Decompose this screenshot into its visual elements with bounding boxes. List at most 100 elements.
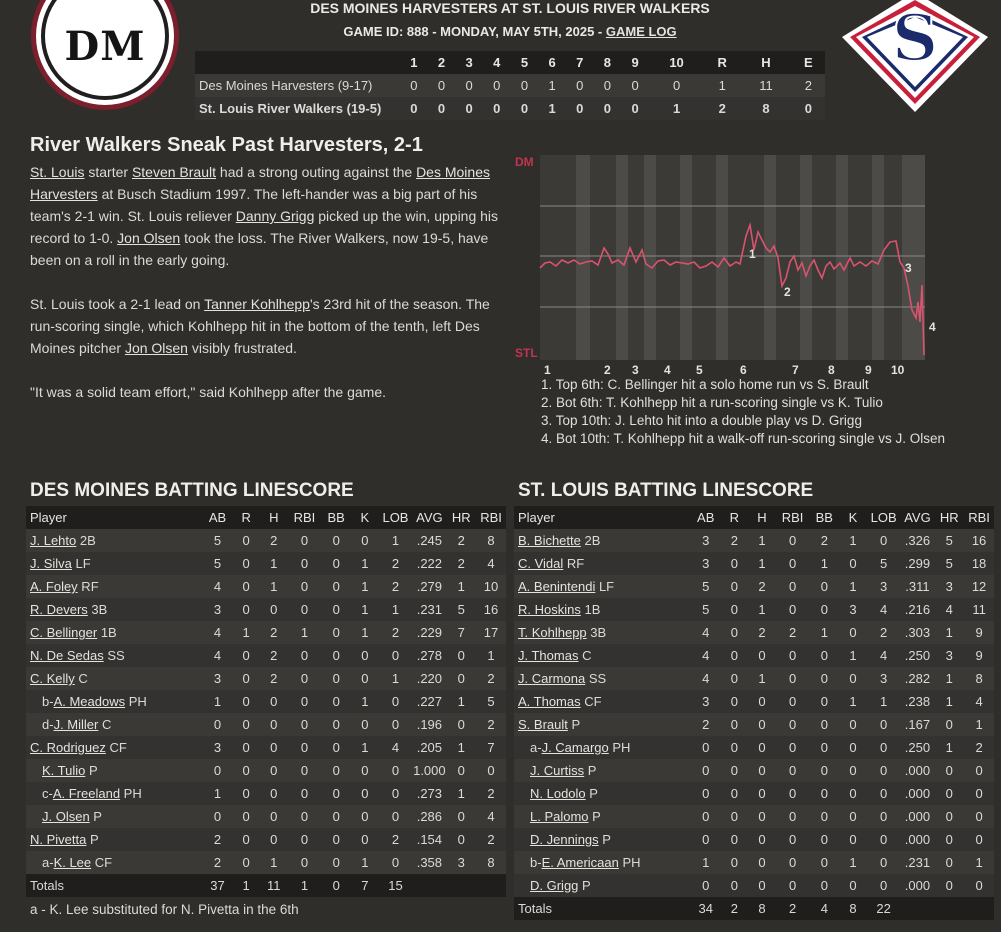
player-link[interactable]: A. Freeland (52, 786, 121, 801)
player-link[interactable]: C. Vidal (518, 556, 564, 571)
stl-stat-cell: 0 (934, 759, 965, 782)
linescore-cell: 1 (538, 97, 566, 120)
player-link[interactable]: A. Thomas (518, 694, 581, 709)
article-link[interactable]: Jon Olsen (117, 230, 181, 246)
dm-stat-cell: 0 (446, 759, 477, 782)
player-link[interactable]: R. Devers (30, 602, 88, 617)
stl-stat-cell: 0 (775, 759, 810, 782)
dm-stat-cell: 4 (202, 644, 233, 667)
stl-player-row: A. Thomas CF 3 0 0 0 0 1 1.238 1 4 (514, 690, 994, 713)
stl-stat-cell: 0 (748, 736, 776, 759)
dm-stat-cell: 0 (259, 759, 288, 782)
stl-player-row: a-J. Camargo PH 0 0 0 0 0 0 0.250 1 2 (514, 736, 994, 759)
article-link[interactable]: Danny Grigg (235, 208, 315, 224)
player-link[interactable]: J. Olsen (42, 809, 90, 824)
article-link[interactable]: Jon Olsen (124, 340, 188, 356)
player-link[interactable]: J. Miller (53, 717, 99, 732)
player-link[interactable]: J. Silva (30, 556, 72, 571)
dm-stat-cell: 0 (446, 828, 477, 851)
player-link[interactable]: R. Hoskins (518, 602, 581, 617)
player-link[interactable]: E. Americaan (541, 855, 619, 870)
player-position: PH (120, 786, 142, 801)
dm-stat-cell: 1 (351, 690, 379, 713)
dm-player-row: a-K. Lee CF 2 0 1 0 0 1 0.358 3 8 (26, 851, 506, 874)
game-log-link[interactable]: GAME LOG (605, 24, 677, 39)
stl-stat-cell: 5 (934, 552, 965, 575)
dm-stat-cell: 0 (446, 644, 477, 667)
dm-player-cell: J. Lehto 2B (26, 529, 203, 552)
dm-stat-cell: 10 (476, 575, 506, 598)
player-link[interactable]: C. Rodriguez (30, 740, 106, 755)
dm-stat-cell: 1 (259, 552, 288, 575)
stl-player-row: C. Vidal RF 3 0 1 0 1 0 5.299 5 18 (514, 552, 994, 575)
player-link[interactable]: N. Lodolo (530, 786, 586, 801)
dm-stat-cell: .231 (412, 598, 447, 621)
player-position: P (89, 809, 102, 824)
dm-stat-cell: 5 (476, 690, 506, 713)
player-link[interactable]: A. Benintendi (518, 579, 596, 594)
dm-stat-cell: 0 (232, 736, 260, 759)
dm-totals-cell: 1 (287, 874, 322, 897)
player-link[interactable]: L. Palomo (530, 809, 589, 824)
article-link[interactable]: Steven Brault (131, 164, 217, 180)
player-link[interactable]: S. Brault (518, 717, 568, 732)
key-play-item: 3. Top 10th: J. Lehto hit into a double … (541, 413, 862, 428)
stl-batting-header-row: Player AB R H RBI BB K LOB AVG HR RBI (514, 506, 994, 529)
stl-stat-cell: 0 (748, 759, 776, 782)
player-link[interactable]: J. Camargo (541, 740, 609, 755)
player-link[interactable]: J. Curtiss (530, 763, 585, 778)
dm-stat-cell: 0 (351, 759, 379, 782)
player-position: P (86, 832, 99, 847)
player-link[interactable]: D. Jennings (530, 832, 599, 847)
player-link[interactable]: C. Bellinger (30, 625, 98, 640)
stl-stat-cell: 0 (690, 828, 721, 851)
player-link[interactable]: J. Thomas (518, 648, 579, 663)
linescore-cell: 11 (740, 74, 792, 97)
stl-stat-cell: 0 (720, 828, 749, 851)
player-position: C (578, 648, 592, 663)
article-link[interactable]: St. Louis (30, 164, 85, 180)
player-link[interactable]: K. Tulio (42, 763, 86, 778)
player-link[interactable]: C. Kelly (30, 671, 75, 686)
player-link[interactable]: N. De Sedas (30, 648, 104, 663)
player-link[interactable]: B. Bichette (518, 533, 581, 548)
stl-stat-cell: 5 (934, 529, 965, 552)
player-link[interactable]: A. Foley (30, 579, 78, 594)
stl-stat-cell: 11 (964, 598, 994, 621)
player-link[interactable]: J. Carmona (518, 671, 586, 686)
player-position: 3B (586, 625, 607, 640)
stl-col-header: HR (934, 506, 965, 529)
dm-totals-cell: 0 (321, 874, 352, 897)
stl-stat-cell: 5 (866, 552, 901, 575)
player-position: CF (91, 855, 113, 870)
dm-stat-cell: .205 (412, 736, 447, 759)
stl-stat-cell: 1 (748, 598, 776, 621)
article-link[interactable]: Tanner Kohlhepp (204, 296, 310, 312)
article-link[interactable]: Des Moines Harvesters (30, 164, 490, 202)
player-link[interactable]: N. Pivetta (30, 832, 87, 847)
player-link[interactable]: A. Meadows (53, 694, 126, 709)
stl-player-row: N. Lodolo P 0 0 0 0 0 0 0.000 0 0 (514, 782, 994, 805)
sub-prefix: b- (42, 694, 54, 709)
player-link[interactable]: D. Grigg (530, 878, 579, 893)
stl-stat-cell: 0 (720, 713, 749, 736)
dm-stat-cell: .196 (412, 713, 447, 736)
stl-stat-cell: .231 (900, 851, 935, 874)
stl-stat-cell: 8 (964, 667, 994, 690)
des-moines-logo-text: DM (64, 23, 146, 70)
stl-player-cell: D. Grigg P (514, 874, 691, 897)
player-link[interactable]: K. Lee (53, 855, 92, 870)
stl-stat-cell: 0 (748, 805, 776, 828)
stl-stat-cell: 3 (934, 575, 965, 598)
stl-stat-cell: 3 (690, 690, 721, 713)
player-link[interactable]: T. Kohlhepp (518, 625, 587, 640)
dm-stat-cell: 0 (259, 736, 288, 759)
stl-stat-cell: 0 (866, 713, 901, 736)
stl-stat-cell: 0 (866, 736, 901, 759)
dm-stat-cell: 0 (287, 713, 322, 736)
stl-stat-cell: 3 (690, 529, 721, 552)
player-position: RF (563, 556, 585, 571)
stl-player-row: D. Grigg P 0 0 0 0 0 0 0.000 0 0 (514, 874, 994, 897)
stl-stat-cell: 0 (775, 782, 810, 805)
player-link[interactable]: J. Lehto (30, 533, 77, 548)
